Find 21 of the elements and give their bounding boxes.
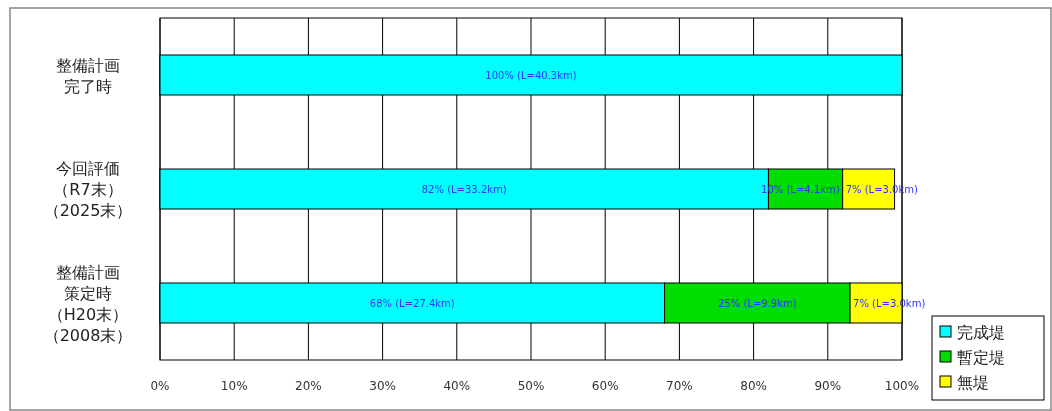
data-label: 25% (L=9.9km) bbox=[718, 298, 797, 309]
x-tick-label: 30% bbox=[369, 379, 396, 393]
x-tick-label: 50% bbox=[517, 379, 545, 393]
x-tick-label: 80% bbox=[740, 379, 767, 393]
x-tick-label: 70% bbox=[666, 379, 693, 393]
x-tick-label: 60% bbox=[591, 379, 619, 393]
x-tick-label: 40% bbox=[443, 379, 471, 393]
x-tick-label: 100% bbox=[884, 379, 920, 393]
x-tick-label: 20% bbox=[295, 379, 322, 393]
data-label: 100% (L=40.3km) bbox=[485, 70, 577, 81]
y-tick-label: 今回評価（R7末）（2025末） bbox=[43, 159, 133, 220]
x-tick-label: 0% bbox=[150, 379, 170, 393]
data-label: 82% (L=33.2km) bbox=[421, 184, 507, 195]
legend-label: 無堤 bbox=[957, 373, 989, 392]
legend-label: 暫定堤 bbox=[957, 348, 1005, 367]
data-label: 68% (L=27.4km) bbox=[369, 298, 455, 309]
y-tick-label: 整備計画策定時（H20末）（2008末） bbox=[43, 262, 133, 345]
x-tick-label: 10% bbox=[220, 379, 248, 393]
x-tick-label: 90% bbox=[814, 379, 842, 393]
y-tick-label: 整備計画完了時 bbox=[56, 55, 120, 96]
legend-label: 完成堤 bbox=[957, 323, 1005, 342]
